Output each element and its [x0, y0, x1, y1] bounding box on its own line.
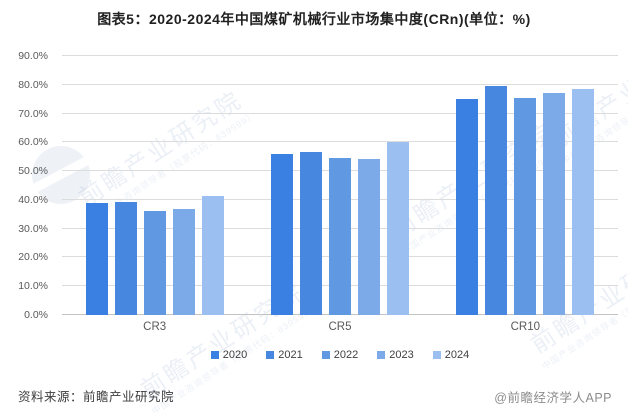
gridline-90	[62, 55, 618, 56]
bar-cr10-2023	[543, 92, 566, 315]
y-axis-tick-label: 40.0%	[18, 193, 48, 206]
legend-swatch-icon	[321, 351, 330, 359]
legend-swatch-icon	[210, 351, 219, 359]
y-axis-tick-label: 90.0%	[18, 50, 48, 62]
y-axis-tick-label: 30.0%	[18, 222, 48, 235]
bar-group-cr3	[62, 56, 247, 315]
bar-cr3-2020	[85, 202, 108, 315]
legend-label: 2020	[222, 349, 248, 361]
bar-groups	[62, 56, 618, 315]
y-axis-tick-label: 20.0%	[18, 251, 48, 264]
gridline-80	[62, 83, 618, 85]
legend-label: 2023	[389, 349, 414, 361]
y-axis-tick-label: 0.0%	[24, 309, 48, 321]
bar-cr5-2024	[386, 142, 409, 315]
legend-item-2021: 2021	[266, 349, 303, 361]
y-axis: 0.0% 10.0% 20.0% 30.0% 40.0% 50.0% 60.0% 70.0% 8…	[0, 50, 54, 321]
y-axis-tick-label: 50.0%	[18, 165, 48, 178]
bar-cr3-2023	[172, 208, 195, 315]
legend-label: 2022	[333, 349, 359, 361]
x-axis-label-cr3: CR3	[143, 321, 167, 333]
gridline-70	[62, 112, 618, 114]
legend: 2020 2021 2022 2023 2024	[62, 349, 618, 361]
x-axis: CR3 CR5 CR10	[62, 321, 618, 333]
bar-cr10-2021	[485, 85, 508, 315]
bar-cr5-2022	[328, 157, 351, 315]
bar-cr5-2021	[299, 152, 322, 315]
bar-cr10-2022	[514, 97, 537, 315]
y-axis-tick-label: 10.0%	[18, 280, 48, 293]
source-text: 资料来源：前瞻产业研究院	[18, 390, 175, 404]
y-axis-tick-label: 70.0%	[18, 107, 48, 120]
gridline-60	[62, 141, 618, 143]
bar-cr10-2024	[572, 89, 595, 315]
bar-cr3-2024	[201, 195, 224, 315]
bar-cr3-2022	[143, 210, 166, 315]
legend-label: 2024	[444, 349, 470, 361]
legend-swatch-icon	[432, 351, 441, 359]
bar-cr5-2023	[357, 159, 380, 315]
legend-item-2023: 2023	[377, 349, 414, 361]
bar-cr5-2020	[270, 154, 293, 315]
x-axis-label-cr5: CR5	[328, 321, 352, 333]
legend-swatch-icon	[266, 351, 275, 359]
legend-label: 2021	[278, 349, 303, 361]
legend-item-2022: 2022	[321, 349, 359, 361]
bar-cr10-2020	[456, 98, 479, 315]
bar-cr3-2021	[114, 201, 137, 315]
bar-group-cr10	[433, 56, 618, 315]
legend-item-2024: 2024	[432, 349, 470, 361]
plot-area	[62, 55, 618, 315]
credit-text: @前瞻经济学人APP	[494, 391, 612, 405]
x-axis-label-cr10: CR10	[510, 321, 541, 333]
legend-item-2020: 2020	[210, 349, 248, 361]
y-axis-tick-label: 60.0%	[18, 136, 48, 149]
legend-swatch-icon	[377, 351, 386, 359]
bar-group-cr5	[247, 56, 432, 315]
y-axis-tick-label: 80.0%	[18, 78, 48, 91]
chart-title: 图表5：2020-2024年中国煤矿机械行业市场集中度(CRn)(单位：%)	[97, 11, 531, 27]
